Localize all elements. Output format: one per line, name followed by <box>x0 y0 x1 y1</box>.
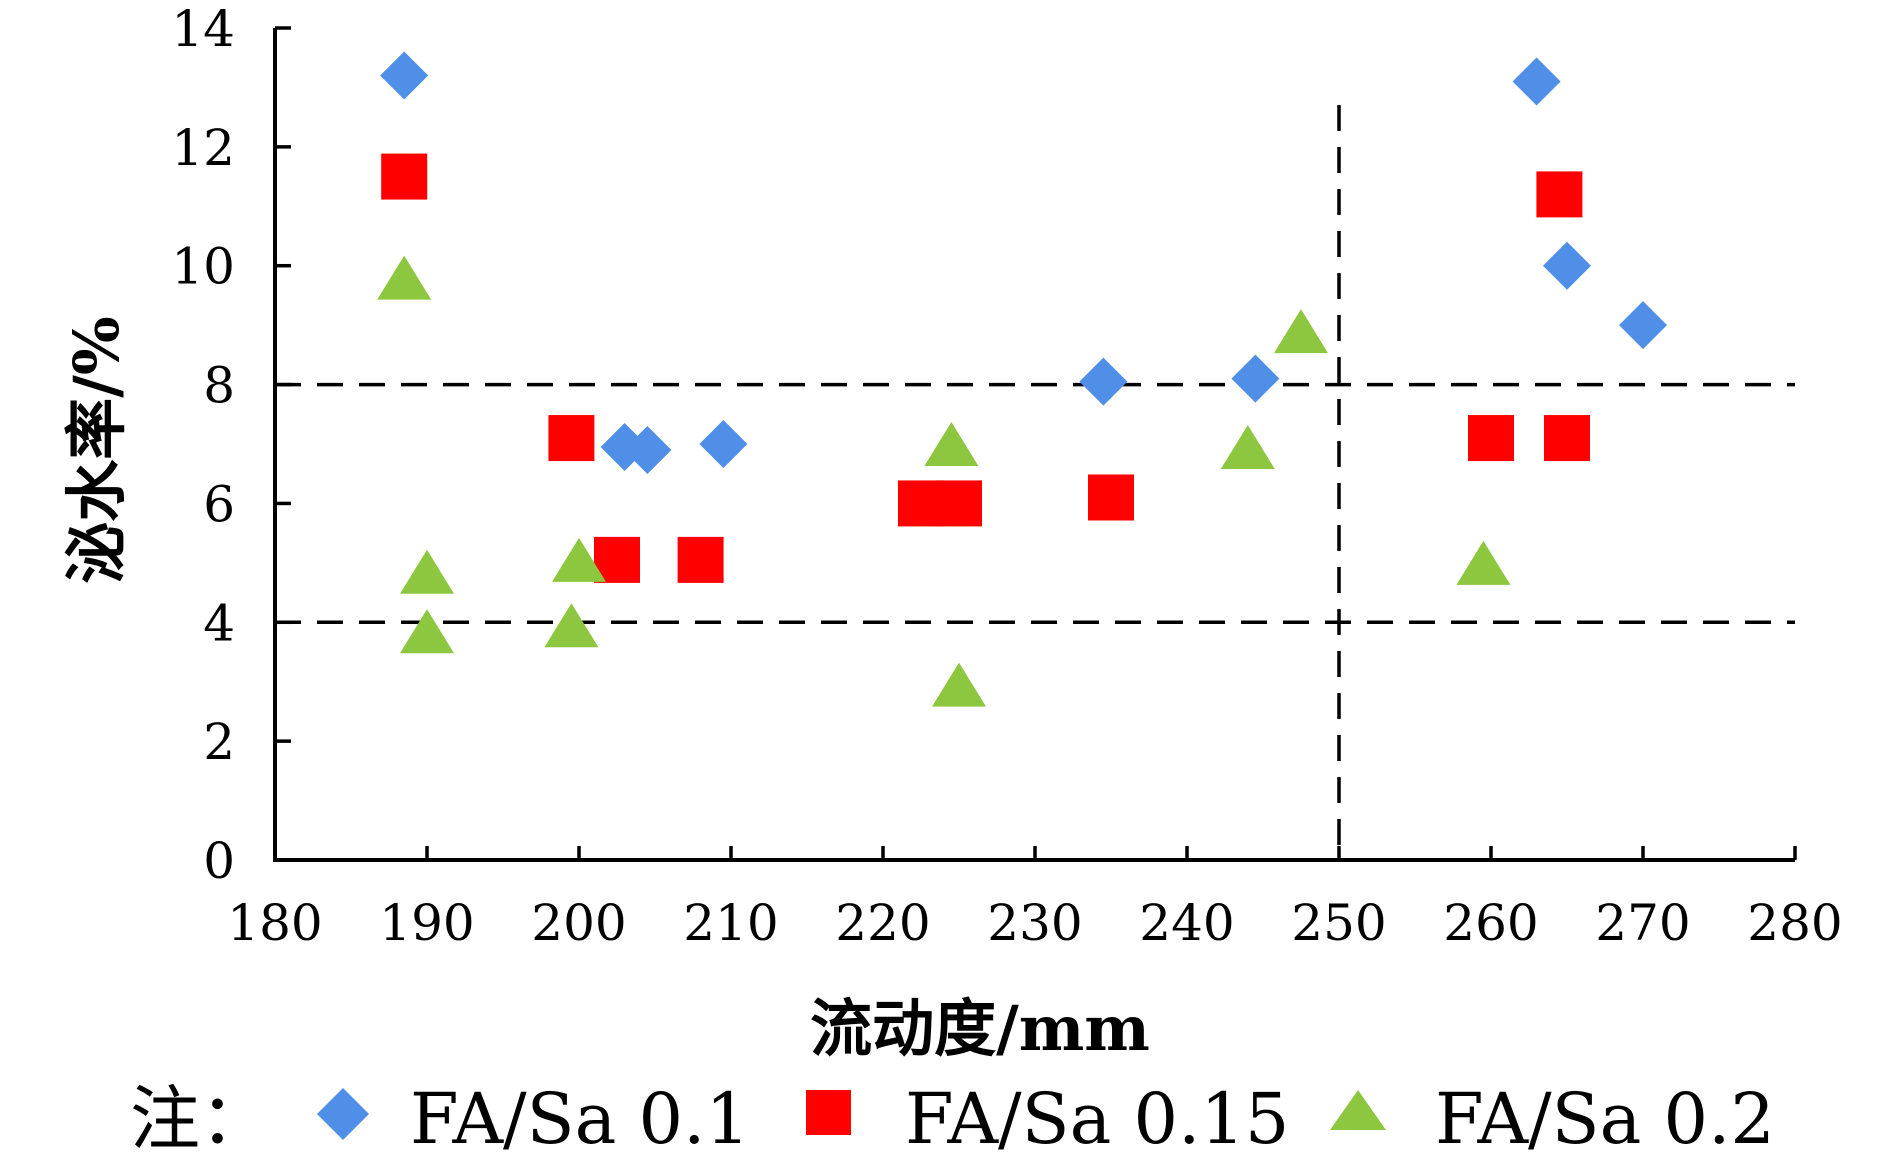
data-point-series-3 <box>924 422 979 466</box>
data-point-series-1 <box>380 51 429 100</box>
y-tick-label: 0 <box>203 832 235 890</box>
data-point-series-1 <box>1079 357 1128 406</box>
legend-label-series-3: FA/Sa 0.2 <box>1435 1078 1775 1160</box>
y-tick-label: 4 <box>203 594 235 652</box>
x-tick-label: 190 <box>379 894 474 952</box>
y-axis-title: 泌水率/% <box>60 316 133 584</box>
data-point-series-2 <box>548 415 595 462</box>
data-point-series-2 <box>936 480 982 527</box>
legend-label-series-2: FA/Sa 0.15 <box>905 1078 1289 1160</box>
data-point-series-3 <box>932 662 986 707</box>
x-tick-label: 280 <box>1747 894 1842 952</box>
legend-marker-diamond <box>317 1088 369 1140</box>
y-tick-label: 6 <box>203 475 235 533</box>
legend-marker-square <box>806 1090 851 1135</box>
data-point-series-3 <box>544 603 599 648</box>
x-tick-label: 230 <box>987 894 1082 952</box>
x-tick-label: 220 <box>835 894 930 952</box>
data-point-series-1 <box>1543 241 1591 290</box>
x-tick-label: 270 <box>1595 894 1690 952</box>
x-tick-label: 260 <box>1443 894 1538 952</box>
data-point-series-1 <box>1512 57 1561 106</box>
data-point-series-1 <box>1231 354 1280 403</box>
data-point-series-3 <box>552 537 606 582</box>
y-tick-label: 2 <box>203 713 235 771</box>
x-tick-label: 250 <box>1291 894 1386 952</box>
data-point-series-1 <box>699 420 748 468</box>
data-point-series-3 <box>400 609 454 654</box>
legend-note-label: 注： <box>130 1078 270 1160</box>
x-tick-label: 240 <box>1139 894 1234 952</box>
x-tick-label: 210 <box>683 894 778 952</box>
legend-label-series-1: FA/Sa 0.1 <box>410 1078 750 1160</box>
plot-area <box>273 26 1797 862</box>
x-tick-label: 180 <box>227 894 322 952</box>
x-tick-labels: 180 190 200 210 220 230 240 250 260 270 280 <box>227 894 1842 952</box>
data-point-series-2 <box>1468 415 1514 462</box>
legend-marker-triangle <box>1330 1090 1386 1130</box>
data-point-series-2 <box>1544 415 1590 462</box>
y-tick-label: 8 <box>203 357 235 415</box>
y-tick-label: 10 <box>171 238 235 296</box>
data-point-series-1 <box>623 425 672 474</box>
data-point-series-3 <box>1274 309 1328 354</box>
data-point-series-3 <box>400 549 454 594</box>
x-axis-title: 流动度/mm <box>810 992 1150 1065</box>
data-point-series-2 <box>1536 171 1583 218</box>
data-point-series-2 <box>677 536 724 583</box>
data-point-series-2 <box>381 153 428 200</box>
x-tick-label: 200 <box>531 894 626 952</box>
data-point-series-3 <box>1456 540 1511 585</box>
data-point-series-2 <box>1088 474 1134 521</box>
y-tick-label: 14 <box>171 0 235 58</box>
y-tick-label: 12 <box>171 119 235 177</box>
data-point-series-1 <box>1619 301 1667 350</box>
data-point-series-3 <box>377 255 432 300</box>
legend: 注： FA/Sa 0.1 FA/Sa 0.15 FA/Sa 0.2 <box>130 1078 1775 1160</box>
data-points <box>377 51 1667 707</box>
data-point-series-3 <box>1220 424 1275 469</box>
y-tick-labels: 0 2 4 6 8 10 12 14 <box>171 0 235 890</box>
